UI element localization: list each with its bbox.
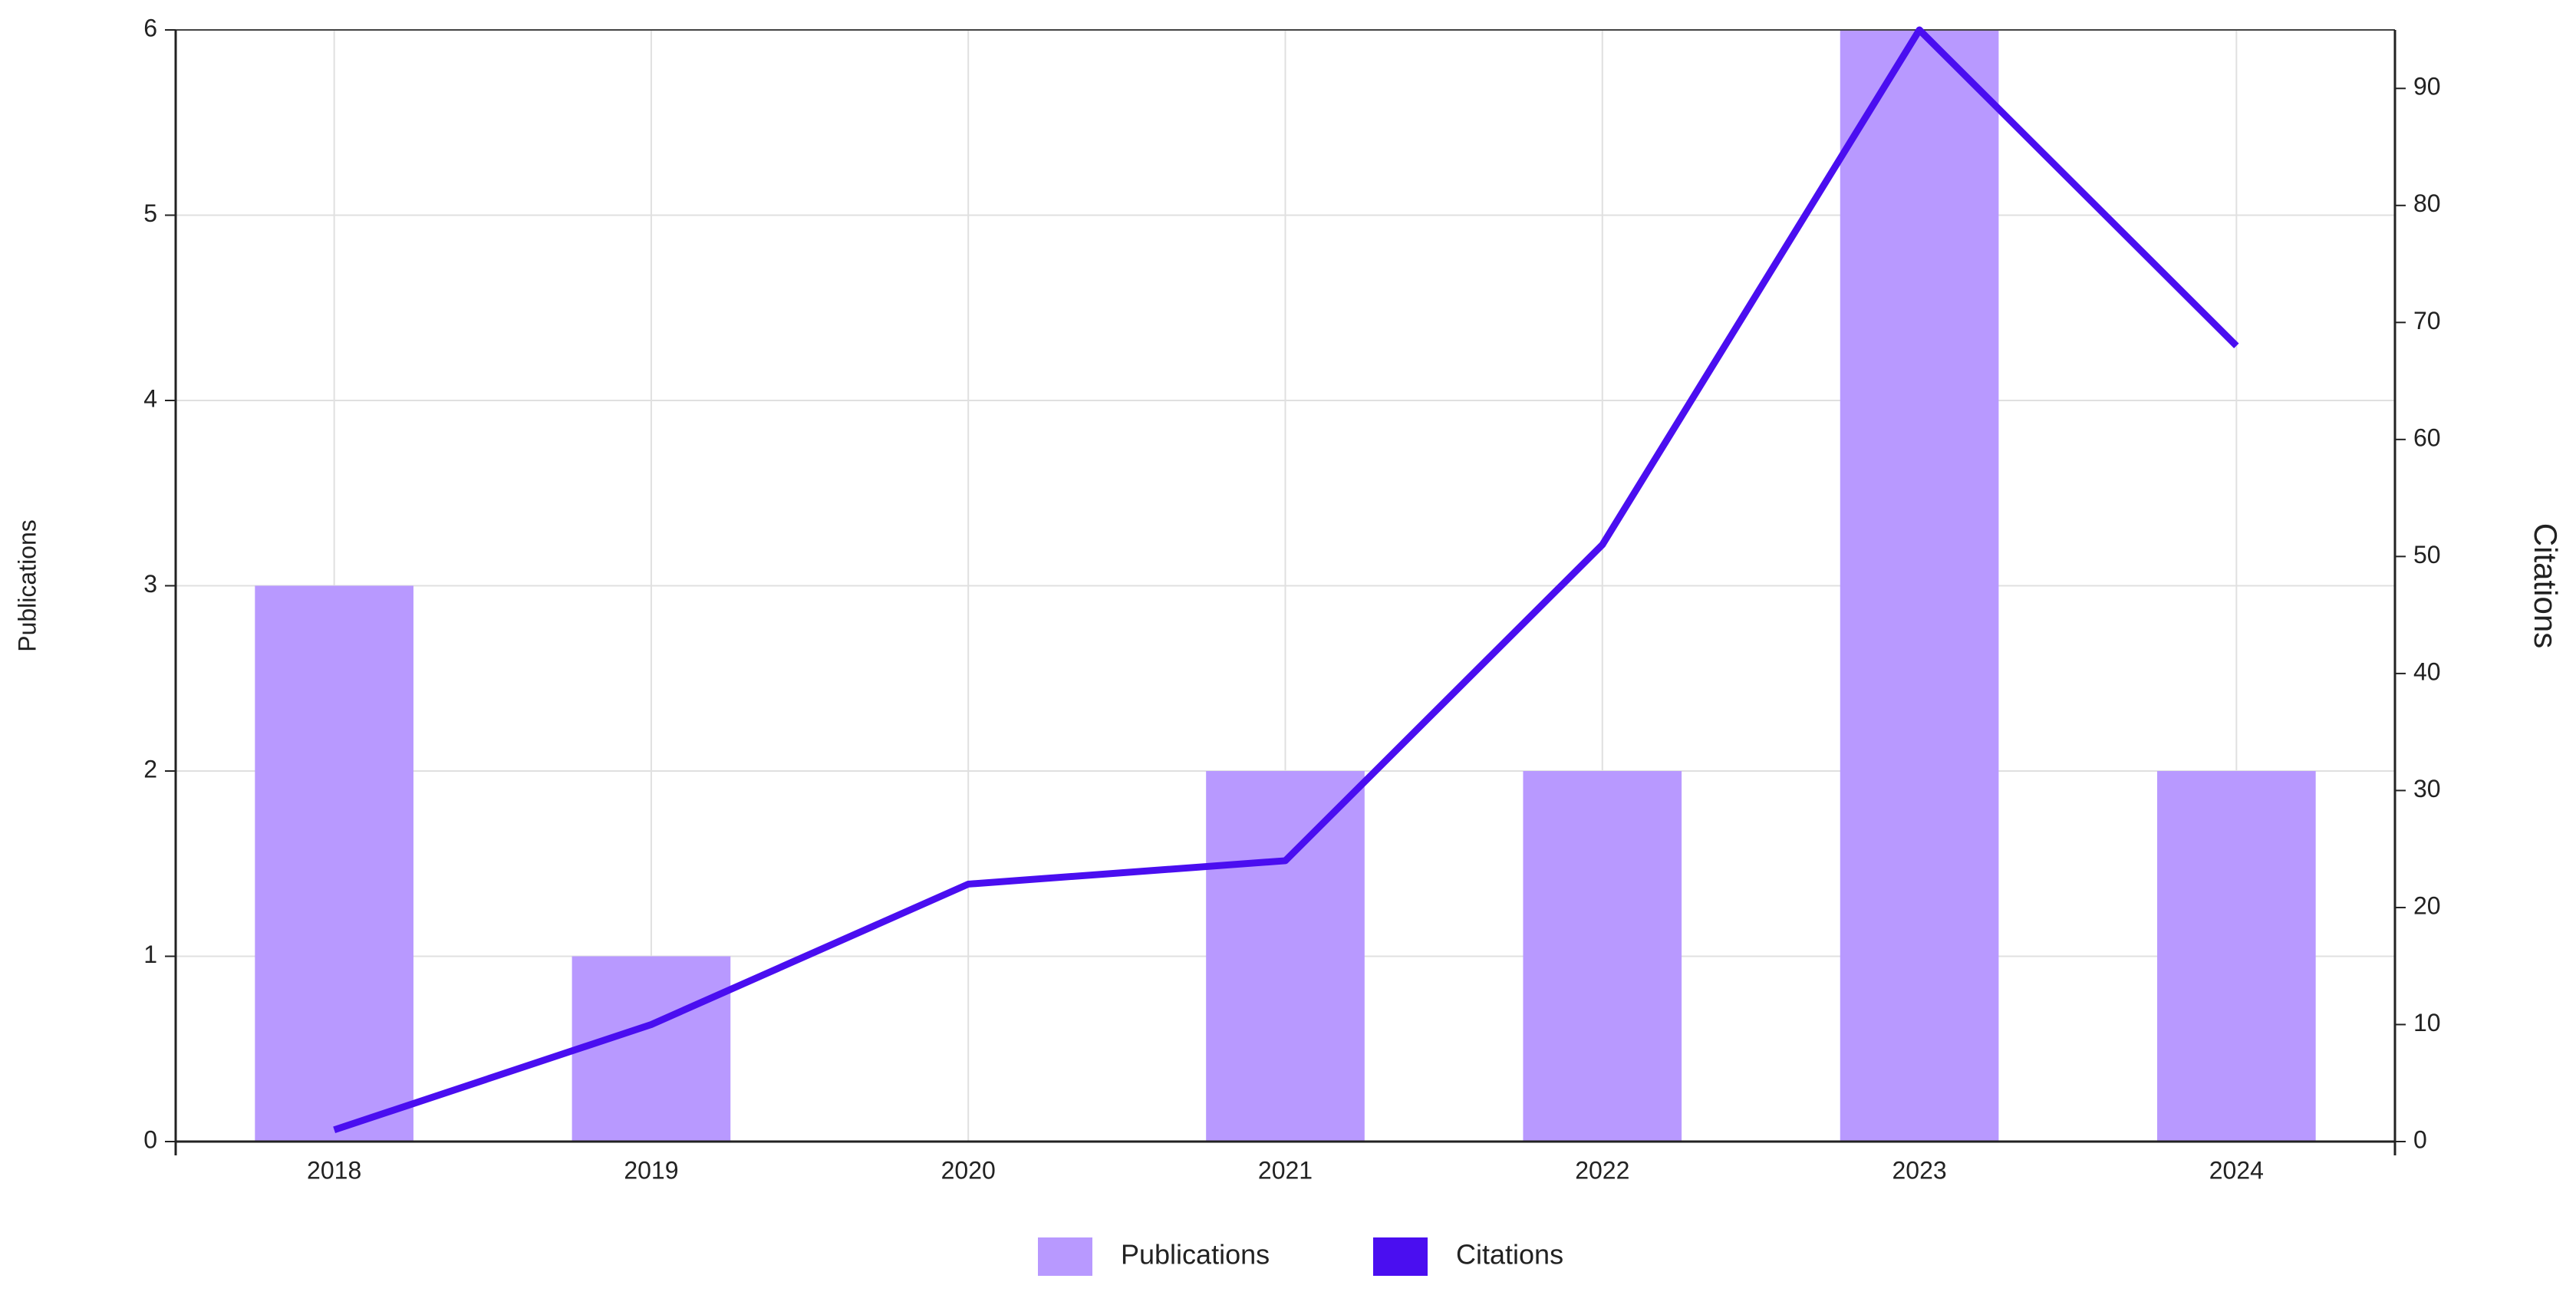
line: [333, 26, 2239, 1134]
x-tick-label: 2024: [2209, 1156, 2264, 1184]
y-tick-label: 5: [143, 199, 157, 227]
bar: [1206, 771, 1365, 1142]
bar: [572, 956, 731, 1142]
y-tick-label: 1: [143, 941, 157, 968]
bar: [255, 585, 413, 1142]
y-tick-label: 3: [143, 570, 157, 598]
x-tick-label: 2023: [1892, 1156, 1946, 1184]
y2-tick-label: 30: [2413, 775, 2441, 802]
legend-label[interactable]: Publications: [1121, 1239, 1270, 1270]
y-tick-label: 6: [143, 14, 157, 41]
y2-tick-label: 10: [2413, 1009, 2441, 1036]
y2-tick-label: 20: [2413, 891, 2441, 919]
y2-tick-label: 0: [2413, 1125, 2427, 1153]
bar: [2157, 771, 2316, 1142]
y2-axis-title: Citations: [2528, 523, 2564, 648]
y-tick-label: 4: [143, 384, 157, 412]
y2-tick-label: 60: [2413, 423, 2441, 451]
x-tick-label: 2020: [941, 1156, 996, 1184]
legend-swatch[interactable]: [1038, 1237, 1092, 1276]
bar: [1523, 771, 1682, 1142]
x-tick-label: 2021: [1258, 1156, 1313, 1184]
y-tick-label: 0: [143, 1125, 157, 1153]
y2-tick-label: 40: [2413, 657, 2441, 685]
y-tick-label: 2: [143, 755, 157, 783]
y2-tick-label: 90: [2413, 73, 2441, 101]
legend-label[interactable]: Citations: [1456, 1239, 1563, 1270]
y2-tick-label: 70: [2413, 307, 2441, 334]
y-axis-title: Publications: [13, 519, 41, 652]
x-tick-label: 2022: [1575, 1156, 1629, 1184]
bar: [1840, 30, 1999, 1142]
x-tick-label: 2019: [624, 1156, 678, 1184]
y2-tick-label: 80: [2413, 189, 2441, 217]
legend-swatch[interactable]: [1373, 1237, 1428, 1276]
y2-tick-label: 50: [2413, 541, 2441, 568]
x-tick-label: 2018: [307, 1156, 361, 1184]
